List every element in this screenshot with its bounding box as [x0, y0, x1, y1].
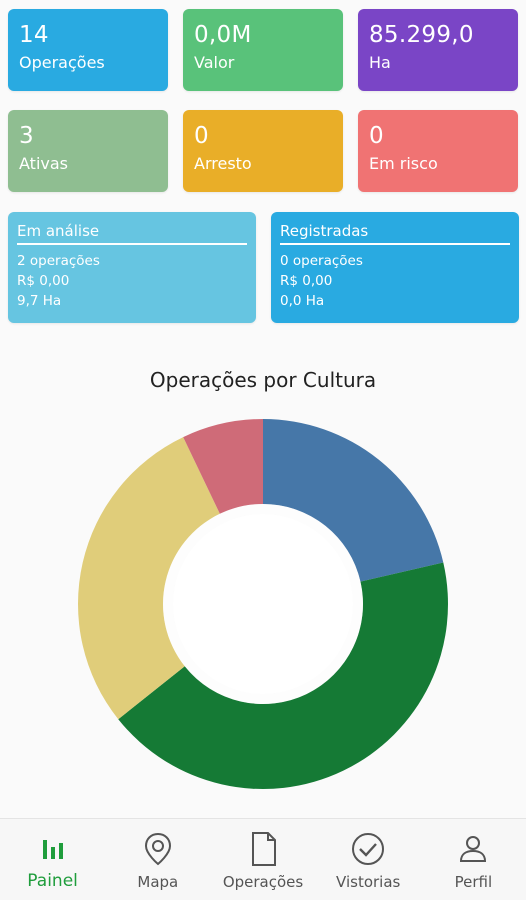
- donut-hole: [173, 514, 353, 694]
- status-area: 9,7 Ha: [17, 293, 62, 309]
- nav-item-vistorias[interactable]: Vistorias: [316, 819, 421, 900]
- stat-card-arresto[interactable]: 0 Arresto: [183, 110, 343, 192]
- nav-item-operacoes[interactable]: Operações: [210, 819, 315, 900]
- nav-label: Vistorias: [336, 873, 401, 891]
- document-icon: [246, 831, 280, 867]
- stat-label: Em risco: [369, 154, 438, 173]
- stat-value: 0: [194, 123, 209, 149]
- donut-slice[interactable]: [118, 562, 449, 790]
- stat-value: 85.299,0: [369, 22, 474, 48]
- map-pin-icon: [141, 831, 175, 867]
- chart-title: Operações por Cultura: [149, 368, 377, 392]
- donut-slice[interactable]: [183, 419, 263, 514]
- donut-chart: [78, 419, 449, 790]
- stat-label: Ativas: [19, 154, 68, 173]
- stat-card-ha[interactable]: 85.299,0 Ha: [358, 9, 518, 91]
- stat-card-operacoes[interactable]: 14 Operações: [8, 9, 168, 91]
- nav-label: Mapa: [137, 873, 179, 891]
- stat-label: Operações: [19, 53, 105, 72]
- status-card-registradas[interactable]: Registradas 0 operações R$ 0,00 0,0 Ha: [271, 212, 519, 323]
- stat-value: 14: [19, 22, 49, 48]
- status-value: R$ 0,00: [280, 273, 333, 289]
- status-operations: 0 operações: [280, 253, 363, 269]
- nav-item-mapa[interactable]: Mapa: [105, 819, 210, 900]
- check-circle-icon: [351, 831, 385, 867]
- bar-chart-icon: [36, 831, 70, 867]
- status-card-title: Em análise: [17, 221, 247, 245]
- stat-label: Valor: [194, 53, 235, 72]
- donut-slice[interactable]: [78, 437, 220, 720]
- stat-card-em-risco[interactable]: 0 Em risco: [358, 110, 518, 192]
- stat-card-valor[interactable]: 0,0M Valor: [183, 9, 343, 91]
- person-icon: [456, 831, 490, 867]
- status-value: R$ 0,00: [17, 273, 70, 289]
- donut-slice[interactable]: [263, 419, 444, 582]
- bottom-nav: Painel Mapa Operações Vistorias: [0, 818, 526, 900]
- nav-label: Operações: [222, 873, 304, 891]
- nav-item-painel[interactable]: Painel: [0, 819, 105, 900]
- stat-label: Arresto: [194, 154, 252, 173]
- status-operations: 2 operações: [17, 253, 100, 269]
- status-card-em-analise[interactable]: Em análise 2 operações R$ 0,00 9,7 Ha: [8, 212, 256, 323]
- stat-label: Ha: [369, 53, 391, 72]
- stat-card-ativas[interactable]: 3 Ativas: [8, 110, 168, 192]
- nav-label: Painel: [27, 871, 78, 891]
- nav-label: Perfil: [454, 873, 493, 891]
- nav-item-perfil[interactable]: Perfil: [421, 819, 526, 900]
- status-card-title: Registradas: [280, 221, 510, 245]
- donut-inner-ring: [163, 504, 363, 704]
- stat-value: 0,0M: [194, 22, 252, 48]
- stat-value: 0: [369, 123, 384, 149]
- status-area: 0,0 Ha: [280, 293, 325, 309]
- stat-value: 3: [19, 123, 34, 149]
